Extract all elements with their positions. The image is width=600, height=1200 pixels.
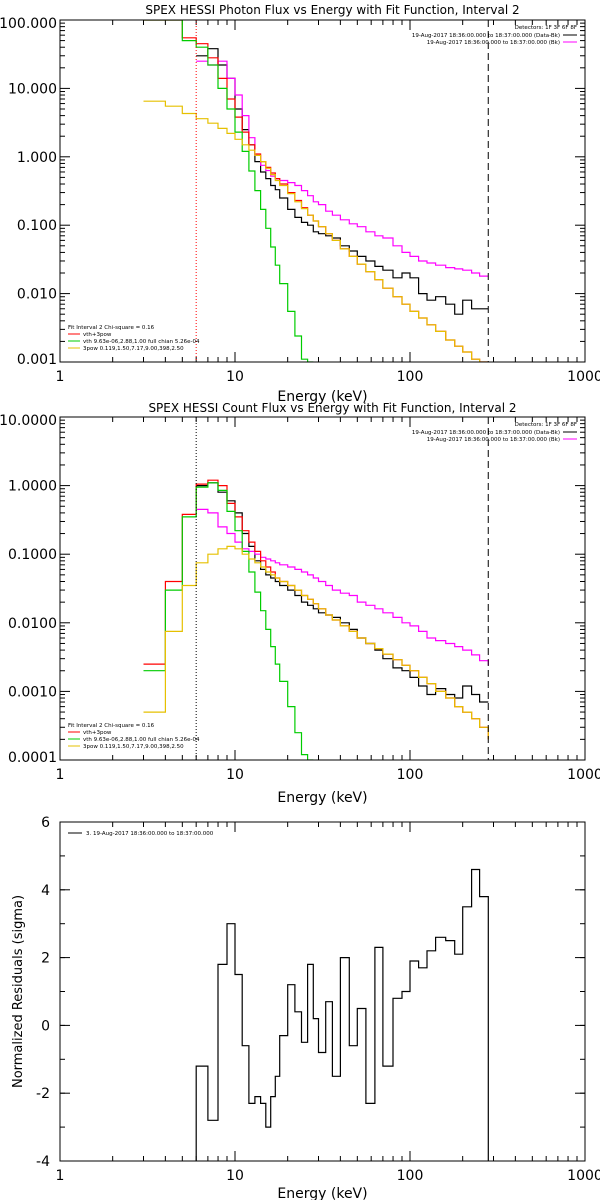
series-line-5	[143, 545, 489, 740]
y-tick-label: 4	[41, 883, 50, 899]
legend-entry-label: 19-Aug-2017 18:36:00.000 to 18:37:00.000…	[427, 40, 560, 46]
x-axis-label: Energy (keV)	[277, 389, 367, 405]
plot-frame	[59, 416, 586, 761]
legend-title: Fit Interval 2 Chi-square = 0.16	[68, 325, 155, 331]
legend-entry-label: 19-Aug-2017 18:36:00.000 to 18:37:00.000…	[412, 430, 560, 436]
series-line-2	[196, 508, 489, 666]
series-line-1	[196, 48, 489, 315]
legend-entry-label: vth 9.63e-06,2.88,1.00 full chian 5.26e-…	[83, 339, 200, 345]
series-line-1	[195, 868, 489, 1161]
plot-frame	[59, 19, 586, 363]
x-tick-label: 1	[56, 767, 65, 783]
series-line-4	[143, 482, 314, 760]
x-tick-label: 100	[397, 369, 424, 385]
x-tick-label: 1000	[567, 767, 600, 783]
y-tick-label: 0.010	[17, 287, 57, 303]
legend-entry-label: vth 9.63e-06,2.88,1.00 full chian 5.26e-…	[83, 737, 200, 743]
chart-panel-3: 1 10 100 1000 -4 -2 0 2 4 6 Energy (keV) Normalized…	[11, 815, 600, 1200]
legend-title: Detectors: 1F 3F 6F 8F	[515, 422, 577, 428]
x-axis-label: Energy (keV)	[277, 1186, 367, 1200]
legend-entry-label: 3. 19-Aug-2017 18:36:00.000 to 18:37:00.…	[86, 831, 214, 837]
x-tick-label: 100	[397, 767, 424, 783]
x-tick-label: 1	[56, 369, 65, 385]
y-tick-label: 0.0100	[8, 616, 57, 632]
x-axis-label: Energy (keV)	[277, 790, 367, 806]
y-tick-label: 1.0000	[8, 479, 57, 495]
y-tick-label: 0.0001	[8, 750, 57, 766]
y-tick-label: 0.1000	[8, 547, 57, 563]
legend-title: Detectors: 1F 3F 6F 8F	[515, 25, 577, 31]
legend-entry-label: 3pow 0.119,1.50,7.17,9.00,398,2.50	[83, 346, 184, 352]
legend-entry-label: vth+3pow	[83, 730, 112, 736]
y-tick-label: 10.0000	[0, 413, 57, 429]
x-tick-label: 1000	[567, 369, 600, 385]
legend-title: Fit Interval 2 Chi-square = 0.16	[68, 723, 155, 729]
legend-entry-label: vth+3pow	[83, 332, 112, 338]
plot-area	[143, 479, 489, 760]
y-tick-label: -2	[36, 1086, 50, 1102]
x-tick-label: 10	[226, 1168, 244, 1184]
legend-entry-label: 19-Aug-2017 18:36:00.000 to 18:37:00.000…	[427, 437, 560, 443]
chart-panel-1: 1 10 100 1000 0.001 0.010 0.100 1.000 10.000 100.…	[0, 3, 600, 405]
y-tick-label: 100.000	[0, 16, 57, 32]
y-tick-label: 2	[41, 951, 50, 967]
y-tick-label: 1.000	[17, 150, 57, 166]
x-tick-label: 1	[56, 1168, 65, 1184]
series-line-4	[143, 20, 314, 362]
legend-entry-label: 3pow 0.119,1.50,7.17,9.00,398,2.50	[83, 744, 184, 750]
y-tick-label: 0.100	[17, 218, 57, 234]
series-line-1	[196, 482, 489, 703]
chart-title: SPEX HESSI Count Flux vs Energy with Fit…	[148, 401, 516, 415]
y-tick-label: 0.0010	[8, 684, 57, 700]
plot-area	[195, 868, 489, 1161]
plot-area	[143, 20, 489, 362]
series-line-3	[143, 479, 489, 740]
series-line-3	[143, 20, 489, 362]
chart-title: SPEX HESSI Photon Flux vs Energy with Fi…	[145, 3, 519, 17]
y-tick-label: 6	[41, 815, 50, 831]
series-line-5	[143, 100, 489, 362]
x-tick-label: 10	[226, 767, 244, 783]
x-tick-label: 10	[226, 369, 244, 385]
chart-panel-2: 1 10 100 1000 0.0001 0.0010 0.0100 0.1000 1.0000…	[0, 401, 600, 806]
plot-frame	[59, 821, 586, 1162]
x-tick-label: 1000	[567, 1168, 600, 1184]
y-tick-label: 0	[41, 1018, 50, 1034]
y-tick-label: -4	[36, 1154, 50, 1170]
series-line-2	[196, 60, 489, 277]
y-tick-label: 0.001	[17, 352, 57, 368]
legend-entry-label: 19-Aug-2017 18:36:00.000 to 18:37:00.000…	[412, 33, 560, 39]
y-axis-label: Normalized Residuals (sigma)	[11, 895, 26, 1088]
y-tick-label: 10.000	[8, 81, 57, 97]
x-tick-label: 100	[397, 1168, 424, 1184]
